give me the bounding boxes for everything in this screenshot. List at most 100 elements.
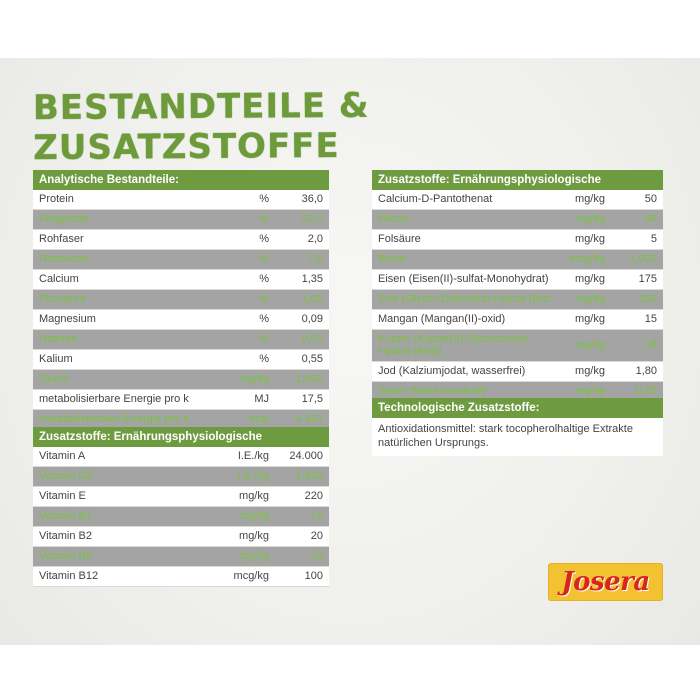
- row-value: 22,0: [301, 213, 323, 225]
- row-value: 15: [310, 510, 323, 522]
- row-unit: mg/kg: [239, 373, 269, 385]
- row-unit: mg/kg: [575, 273, 605, 285]
- row-name: Vitamin B1: [39, 510, 92, 522]
- row-unit: %: [259, 193, 269, 205]
- table-row: Magnesium% 0,09: [33, 310, 329, 330]
- josera-logo-text: Josera: [561, 567, 650, 597]
- table-row: Phosphor% 1,05: [33, 290, 329, 310]
- row-unit: mg/kg: [575, 339, 605, 351]
- row-unit: MJ: [254, 393, 269, 405]
- row-unit: mcg/kg: [569, 253, 605, 265]
- row-unit: mg/kg: [575, 385, 605, 397]
- table-row: Vitamin B2 mg/kg 20: [33, 527, 329, 547]
- row-name: Vitamin E: [39, 490, 86, 502]
- table-row: Jod (Kalziumjodat, wasserfrei) mg/kg 1,80: [372, 362, 663, 382]
- row-unit: mg/kg: [239, 510, 269, 522]
- row-name: Kupfer (Kupfer(II)-Glycinchelat-Hydrat (…: [378, 333, 531, 357]
- row-unit: %: [259, 273, 269, 285]
- table-row: Vitamin D3 I.E./kg 1.800: [33, 467, 329, 487]
- technological-table-header: Technologische Zusatzstoffe:: [372, 398, 663, 418]
- row-unit: mg/kg: [575, 233, 605, 245]
- table-row: Calcium% 1,35: [33, 270, 329, 290]
- analytic-table: Analytische Bestandteile: Protein% 36,0 Fe…: [33, 170, 329, 430]
- row-name: Natrium: [39, 333, 78, 345]
- table-row: Rohfaser% 2,0: [33, 230, 329, 250]
- row-unit: mcg/kg: [233, 570, 269, 582]
- row-name: Vitamin B6: [39, 550, 92, 562]
- table-row: Vitamin B6 mg/kg 20: [33, 547, 329, 567]
- row-value: 150: [638, 293, 657, 305]
- row-name: Fettgehalt: [39, 213, 88, 225]
- row-value: 220: [304, 490, 323, 502]
- row-value: 50: [644, 193, 657, 205]
- row-unit: %: [259, 253, 269, 265]
- vitamins-table: Zusatzstoffe: Ernährungsphysiologische Z…: [33, 427, 329, 587]
- row-unit: I.E./kg: [237, 470, 269, 482]
- row-name: Kalium: [39, 353, 73, 365]
- row-value: 20: [310, 530, 323, 542]
- row-unit: %: [259, 333, 269, 345]
- row-unit: kcal: [249, 413, 269, 425]
- table-row: Taurin mg/kg 1.600: [33, 370, 329, 390]
- row-name: Rohfaser: [39, 233, 84, 245]
- table-row: Calcium-D-Pantothenat mg/kg 50: [372, 190, 663, 210]
- row-unit: %: [259, 353, 269, 365]
- row-value: 20: [310, 550, 323, 562]
- table-row: metabolisierbare Energie pro kg MJ 17,5: [33, 390, 329, 410]
- table-row: Vitamin E mg/kg 220: [33, 487, 329, 507]
- page-title: BESTANDTEILE & ZUSATZSTOFFE: [32, 85, 370, 169]
- row-name: Eisen (Eisen(II)-sulfat-Monohydrat): [378, 273, 549, 285]
- row-name: Vitamin A: [39, 450, 86, 462]
- row-value: 18: [644, 339, 657, 351]
- row-value: 1,05: [301, 293, 323, 305]
- row-name: Folsäure: [378, 233, 421, 245]
- table-row: Vitamin B12 mcg/kg 100: [33, 567, 329, 587]
- row-unit: mg/kg: [239, 530, 269, 542]
- row-name: Magnesium: [39, 313, 96, 325]
- row-name: Taurin: [39, 373, 69, 385]
- row-value: 0,55: [301, 353, 323, 365]
- row-name: Vitamin D3: [39, 470, 93, 482]
- table-row: Niacin mg/kg 90: [372, 210, 663, 230]
- row-value: 2,0: [307, 233, 323, 245]
- row-name: Jod (Kalziumjodat, wasserfrei): [378, 365, 526, 377]
- minerals-table: Zusatzstoffe: Ernährungsphysiologische Z…: [372, 170, 663, 402]
- row-unit: %: [259, 233, 269, 245]
- row-name: Vitamin B12: [39, 570, 99, 582]
- row-name: Phosphor: [39, 293, 87, 305]
- table-row: Vitamin A I.E./kg 24.000: [33, 447, 329, 467]
- row-value: 17,5: [301, 393, 323, 405]
- row-value: 1.800: [295, 470, 323, 482]
- technological-text: Antioxidationsmittel: stark tocopherolha…: [372, 418, 663, 456]
- bottom-margin: [0, 645, 700, 700]
- row-value: 15: [644, 313, 657, 325]
- row-unit: mg/kg: [239, 550, 269, 562]
- josera-logo: Josera: [548, 563, 663, 601]
- row-name: Protein: [39, 193, 74, 205]
- row-value: 0,50: [301, 333, 323, 345]
- table-row: Biotin mcg/kg 1.000: [372, 250, 663, 270]
- row-value: 36,0: [301, 193, 323, 205]
- row-name: Calcium-D-Pantothenat: [378, 193, 493, 205]
- row-value: 0,25: [635, 385, 657, 397]
- table-row: Zink (Glycin-Zinkchelat-Hydrat (fest)) mg…: [372, 290, 663, 310]
- row-value: 1.000: [629, 253, 657, 265]
- row-name: Biotin: [378, 253, 406, 265]
- analytic-table-header: Analytische Bestandteile:: [33, 170, 329, 190]
- row-value: 1,80: [635, 365, 657, 377]
- table-row: Eisen (Eisen(II)-sulfat-Monohydrat) mg/kg…: [372, 270, 663, 290]
- vitamins-table-header: Zusatzstoffe: Ernährungsphysiologische Z…: [33, 427, 329, 463]
- row-value: 4.181: [295, 413, 323, 425]
- table-row: Vitamin B1 mg/kg 15: [33, 507, 329, 527]
- row-value: 175: [638, 273, 657, 285]
- top-margin: [0, 0, 700, 58]
- row-name: Niacin: [378, 213, 409, 225]
- row-unit: %: [259, 293, 269, 305]
- row-unit: mg/kg: [575, 365, 605, 377]
- row-unit: mg/kg: [575, 213, 605, 225]
- table-row: Kupfer (Kupfer(II)-Glycinchelat-Hydrat (…: [372, 330, 663, 362]
- row-name: Mangan (Mangan(II)-oxid): [378, 313, 506, 325]
- row-unit: mg/kg: [575, 313, 605, 325]
- technological-table: Technologische Zusatzstoffe: Antioxidati…: [372, 398, 663, 456]
- table-row: Kalium% 0,55: [33, 350, 329, 370]
